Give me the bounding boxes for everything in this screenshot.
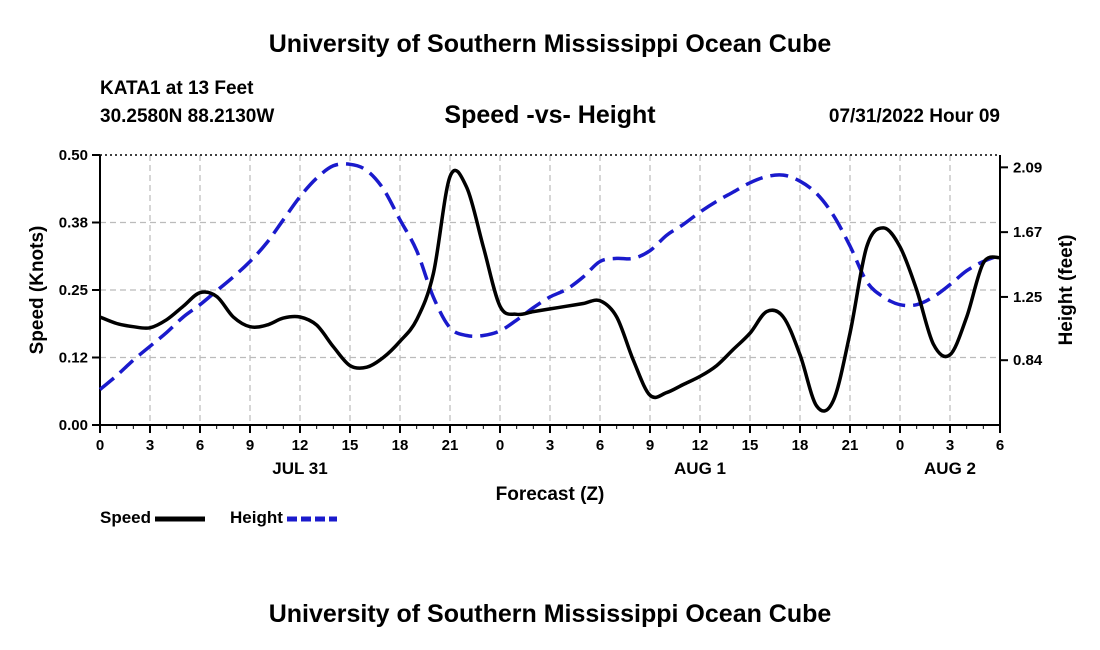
x-tick-label: 18 <box>392 437 409 454</box>
x-tick-label: 0 <box>896 437 904 454</box>
legend-height-label: Height <box>230 508 283 527</box>
y-tick-label-left: 0.38 <box>59 215 88 232</box>
x-tick-label: 9 <box>246 437 254 454</box>
page-title: University of Southern Mississippi Ocean… <box>268 30 832 58</box>
chart-subtitle: Speed -vs- Height <box>444 101 656 129</box>
x-tick-label: 6 <box>196 437 204 454</box>
y-tick-label-right: 2.09 <box>1013 159 1042 176</box>
day-label: AUG 1 <box>674 459 726 478</box>
day-label: JUL 31 <box>272 459 327 478</box>
x-tick-label: 0 <box>496 437 504 454</box>
series-line-speed <box>99 168 1001 413</box>
x-axis-title: Forecast (Z) <box>496 484 605 505</box>
y-tick-label-right: 0.84 <box>1013 352 1043 369</box>
x-tick-label: 6 <box>996 437 1004 454</box>
series-line-height <box>98 162 1001 391</box>
x-tick-label: 21 <box>442 437 459 454</box>
x-tick-label: 6 <box>596 437 604 454</box>
station-label: KATA1 at 13 Feet <box>100 78 254 99</box>
x-tick-label: 3 <box>546 437 554 454</box>
y-tick-label-left: 0.50 <box>59 147 88 164</box>
x-tick-label: 21 <box>842 437 859 454</box>
legend-height: Height <box>230 508 339 528</box>
x-tick-label: 18 <box>792 437 809 454</box>
y-axis-title-left: Speed (Knots) <box>27 226 48 355</box>
y-tick-label-left: 0.12 <box>59 350 88 367</box>
x-tick-label: 9 <box>646 437 654 454</box>
day-label: AUG 2 <box>924 459 976 478</box>
x-tick-label: 3 <box>146 437 154 454</box>
legend-speed: Speed <box>100 508 207 528</box>
speed-height-chart: 0 3 6 9 12 15 18 21 0 3 6 9 12 15 18 21 0 3 6 JUL 31 AUG 1 AU… <box>27 147 1077 505</box>
forecast-datetime: 07/31/2022 Hour 09 <box>828 106 1000 127</box>
legend-height-swatch <box>286 516 337 522</box>
y-tick-label-left: 0.25 <box>59 282 88 299</box>
y-tick-label-right: 1.25 <box>1013 289 1042 306</box>
legend-speed-label: Speed <box>100 508 152 527</box>
legend-speed-swatch <box>155 516 206 522</box>
x-tick-label: 3 <box>946 437 954 454</box>
x-tick-label: 12 <box>692 437 709 454</box>
x-tick-label: 0 <box>96 437 104 454</box>
footer-title: University of Southern Mississippi Ocean… <box>268 600 832 628</box>
y-tick-label-left: 0.00 <box>59 417 88 434</box>
x-tick-label: 15 <box>342 437 359 454</box>
y-tick-label-right: 1.67 <box>1013 224 1042 241</box>
station-coordinates: 30.2580N 88.2130W <box>100 106 275 127</box>
y-axis-title-right: Height (feet) <box>1056 235 1077 346</box>
x-tick-label: 15 <box>742 437 759 454</box>
x-tick-label: 12 <box>292 437 309 454</box>
